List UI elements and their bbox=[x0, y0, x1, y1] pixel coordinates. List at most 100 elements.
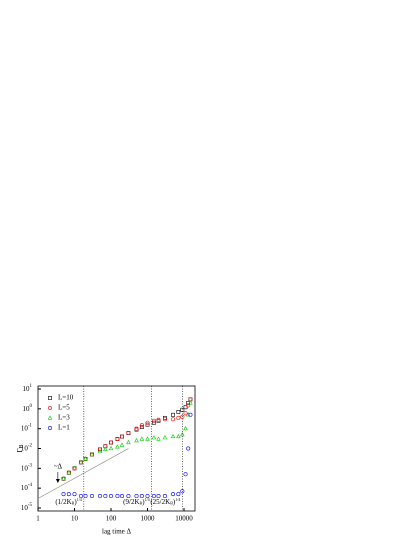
data-point bbox=[180, 414, 185, 419]
x-tick-label: 100 bbox=[106, 515, 117, 523]
x-tick-label: 1000 bbox=[141, 515, 156, 523]
data-point bbox=[108, 445, 114, 451]
lbl-sub: B bbox=[140, 500, 143, 505]
data-point bbox=[66, 492, 71, 497]
data-point bbox=[156, 417, 161, 422]
x-tick-label: 10 bbox=[71, 515, 79, 523]
v-line-label: (1/2KB)1/4 bbox=[55, 497, 81, 506]
data-point bbox=[134, 437, 139, 443]
data-point bbox=[89, 494, 94, 499]
data-point bbox=[78, 459, 84, 464]
data-point bbox=[115, 437, 120, 442]
data-point bbox=[98, 494, 103, 499]
data-point bbox=[119, 494, 124, 499]
y-tick-exp: -3 bbox=[28, 463, 33, 468]
data-point bbox=[89, 451, 95, 457]
y-tick-label: 101 bbox=[23, 384, 33, 392]
data-point bbox=[180, 489, 185, 494]
data-point bbox=[171, 492, 176, 497]
data-point bbox=[126, 431, 131, 436]
data-point bbox=[48, 396, 52, 400]
y-tick-label: 10-2 bbox=[21, 444, 33, 452]
x-tick-label: 10000 bbox=[175, 515, 193, 523]
data-point bbox=[109, 440, 114, 445]
data-point bbox=[185, 412, 191, 417]
data-point bbox=[145, 494, 150, 499]
data-point bbox=[72, 465, 77, 470]
data-point bbox=[162, 435, 168, 440]
data-point bbox=[180, 432, 185, 437]
lbl: (9/2K bbox=[123, 498, 139, 506]
data-point bbox=[115, 494, 120, 499]
legend-label: L=10 bbox=[58, 394, 74, 402]
data-point bbox=[162, 417, 167, 422]
y-tick-label: 10-4 bbox=[21, 483, 33, 491]
data-point bbox=[176, 415, 181, 420]
data-point bbox=[126, 494, 131, 499]
data-point bbox=[151, 494, 156, 499]
y-tick-base: 10 bbox=[21, 464, 29, 472]
data-point bbox=[170, 433, 176, 439]
y-tick-exp: -4 bbox=[28, 483, 33, 488]
data-point bbox=[183, 411, 188, 416]
data-point bbox=[98, 447, 103, 452]
y-label-main: Γ bbox=[16, 448, 24, 452]
y-tick-base: 10 bbox=[21, 424, 29, 432]
legend-label: L=3 bbox=[58, 414, 70, 422]
y-tick-label: 10-1 bbox=[21, 424, 33, 432]
data-point bbox=[139, 436, 145, 441]
data-point bbox=[115, 444, 120, 449]
data-point bbox=[163, 415, 167, 420]
lbl-sup: 1/4 bbox=[145, 497, 150, 502]
lbl: ) bbox=[74, 498, 77, 506]
v-line-label: (9/2KB)1/4 bbox=[123, 497, 149, 506]
guide-line bbox=[37, 448, 129, 499]
data-point bbox=[119, 442, 125, 447]
data-point bbox=[134, 426, 139, 431]
data-point bbox=[78, 494, 83, 499]
lbl: ) bbox=[173, 498, 176, 506]
data-point bbox=[188, 412, 193, 417]
guide-arrowhead bbox=[55, 479, 60, 483]
x-axis-label: lag time Δ bbox=[102, 528, 131, 536]
y-label-sub: B bbox=[19, 444, 25, 448]
data-point bbox=[176, 433, 181, 439]
data-point bbox=[139, 494, 144, 499]
lbl-sup: 1/4 bbox=[77, 497, 82, 502]
data-point bbox=[151, 418, 156, 423]
data-point bbox=[176, 492, 181, 497]
legend-label: L=1 bbox=[58, 424, 70, 432]
data-point bbox=[183, 472, 188, 477]
y-tick-base: 10 bbox=[21, 504, 29, 512]
data-point bbox=[83, 494, 88, 499]
y-tick-base: 10 bbox=[23, 404, 31, 412]
data-point bbox=[61, 476, 66, 481]
data-point bbox=[171, 417, 176, 422]
y-tick-base: 10 bbox=[21, 444, 29, 452]
data-point bbox=[188, 400, 193, 405]
data-point bbox=[61, 492, 66, 497]
y-tick-base: 10 bbox=[21, 484, 29, 492]
y-tick-base: 10 bbox=[23, 385, 31, 393]
y-tick-label: 100 bbox=[23, 404, 33, 412]
data-point bbox=[97, 448, 103, 454]
guide-label: ~Δ bbox=[54, 463, 63, 471]
y-tick-exp: -5 bbox=[28, 503, 33, 508]
data-point bbox=[103, 446, 108, 452]
y-tick-exp: -2 bbox=[28, 444, 33, 449]
v-line-label: (25/2KB)1/4 bbox=[150, 497, 180, 506]
lbl: (1/2K bbox=[55, 498, 71, 506]
lbl: (25/2K bbox=[150, 498, 170, 506]
data-point bbox=[83, 456, 88, 461]
data-point bbox=[47, 405, 52, 410]
data-point bbox=[66, 470, 72, 475]
y-axis-label: ΓB bbox=[16, 444, 26, 452]
data-point bbox=[151, 435, 157, 440]
data-point bbox=[156, 494, 161, 499]
lbl: ) bbox=[142, 498, 145, 506]
data-point bbox=[109, 494, 114, 499]
lbl-sup: 1/4 bbox=[175, 497, 180, 502]
data-point bbox=[183, 405, 188, 410]
data-point bbox=[171, 412, 175, 417]
